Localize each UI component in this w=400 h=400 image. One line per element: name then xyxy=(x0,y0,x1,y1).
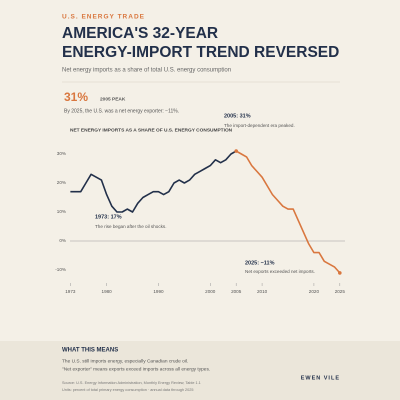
plot: 30% 20% 10% 0% -10% 1973 1980 1990 2000 2005 2010 2… xyxy=(55,149,345,294)
point xyxy=(338,271,342,275)
x-tick-label: 1973 xyxy=(65,289,76,294)
footer-line: "Net exporter" means exports exceed impo… xyxy=(62,366,210,372)
point xyxy=(234,149,238,153)
x-tick-label: 2005 xyxy=(231,289,242,294)
y-tick-label: -10% xyxy=(55,267,66,272)
annotation-text: Net exports exceeded net imports. xyxy=(245,269,315,274)
line-series xyxy=(235,150,341,274)
source: Units: percent of total primary energy c… xyxy=(62,388,194,392)
highlight-note: By 2025, the U.S. was a net energy expor… xyxy=(64,108,179,114)
x-tick-label: 1990 xyxy=(153,289,164,294)
x-tick-label: 2020 xyxy=(309,289,320,294)
x-tick-label: 2010 xyxy=(257,289,268,294)
source: Source: U.S. Energy Information Administ… xyxy=(62,381,201,385)
line-series xyxy=(70,150,237,213)
y-tick-label: 0% xyxy=(59,238,66,243)
y-tick-label: 10% xyxy=(57,209,66,214)
kicker: U.S. ENERGY TRADE xyxy=(62,14,145,21)
brand: EWEN VILE xyxy=(301,375,340,381)
highlight-label: 2005 PEAK xyxy=(100,96,126,102)
y-tick-label: 20% xyxy=(57,180,66,185)
highlight-value: 31% xyxy=(64,90,88,104)
footer-line: The U.S. still imports energy, especiall… xyxy=(62,358,188,364)
annotation-title: 2005: 31% xyxy=(224,113,251,119)
chart-title: NET ENERGY IMPORTS AS A SHARE OF U.S. EN… xyxy=(70,127,233,133)
annotation-text: The rise began after the oil shocks. xyxy=(95,224,167,229)
footer-heading: WHAT THIS MEANS xyxy=(62,348,118,354)
annotation-title: 2025: −11% xyxy=(245,260,275,266)
subtitle: Net energy imports as a share of total U… xyxy=(62,68,231,74)
title-line: ENERGY-IMPORT TREND REVERSED xyxy=(62,44,339,61)
y-tick-label: 30% xyxy=(57,151,66,156)
x-tick-label: 2025 xyxy=(335,289,346,294)
title-line: AMERICA'S 32-YEAR xyxy=(62,25,218,42)
x-tick-label: 2000 xyxy=(205,289,216,294)
annotation-text: The import-dependent era peaked. xyxy=(224,123,295,128)
x-tick-label: 1980 xyxy=(102,289,113,294)
footer-band xyxy=(0,341,400,400)
annotation-title: 1973: 17% xyxy=(95,214,122,220)
